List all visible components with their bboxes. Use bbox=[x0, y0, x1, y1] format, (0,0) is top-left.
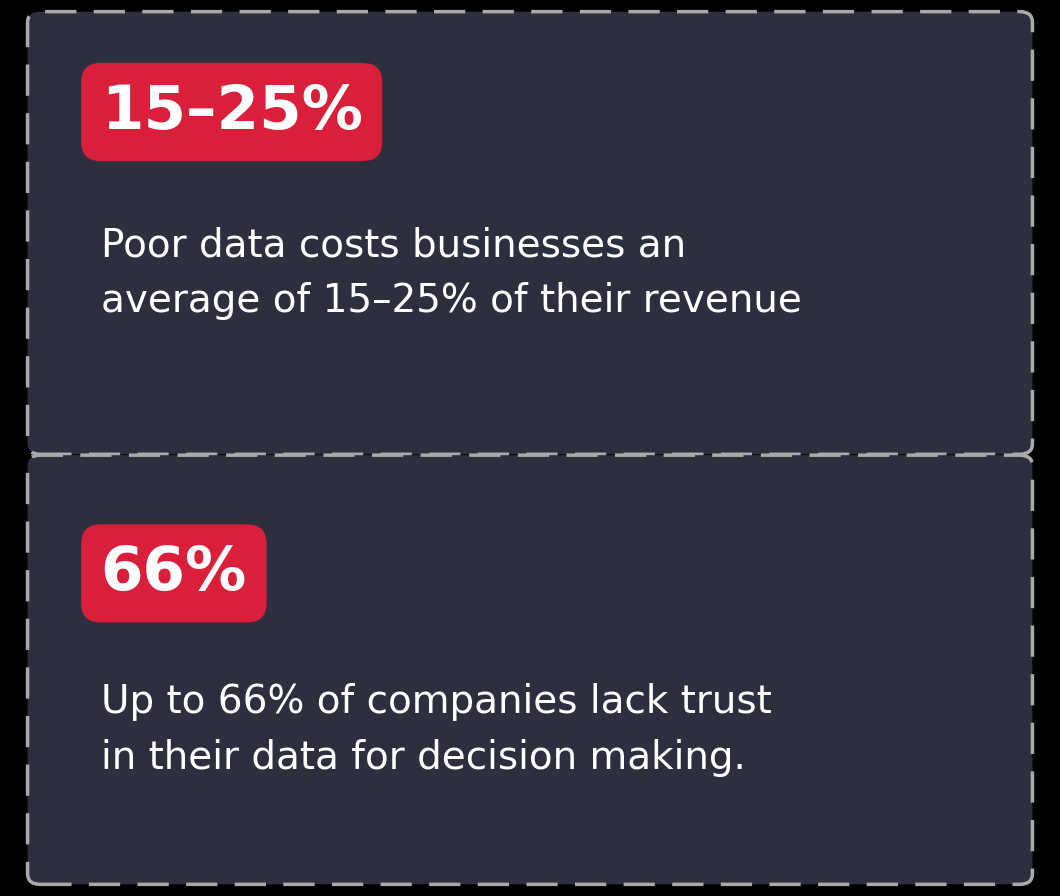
FancyBboxPatch shape bbox=[28, 455, 1032, 884]
Text: Up to 66% of companies lack trust
in their data for decision making.: Up to 66% of companies lack trust in the… bbox=[101, 684, 772, 777]
Text: Poor data costs businesses an
average of 15–25% of their revenue: Poor data costs businesses an average of… bbox=[101, 227, 801, 320]
FancyBboxPatch shape bbox=[28, 12, 1032, 454]
Text: 15–25%: 15–25% bbox=[101, 82, 363, 142]
Text: 66%: 66% bbox=[101, 544, 247, 603]
